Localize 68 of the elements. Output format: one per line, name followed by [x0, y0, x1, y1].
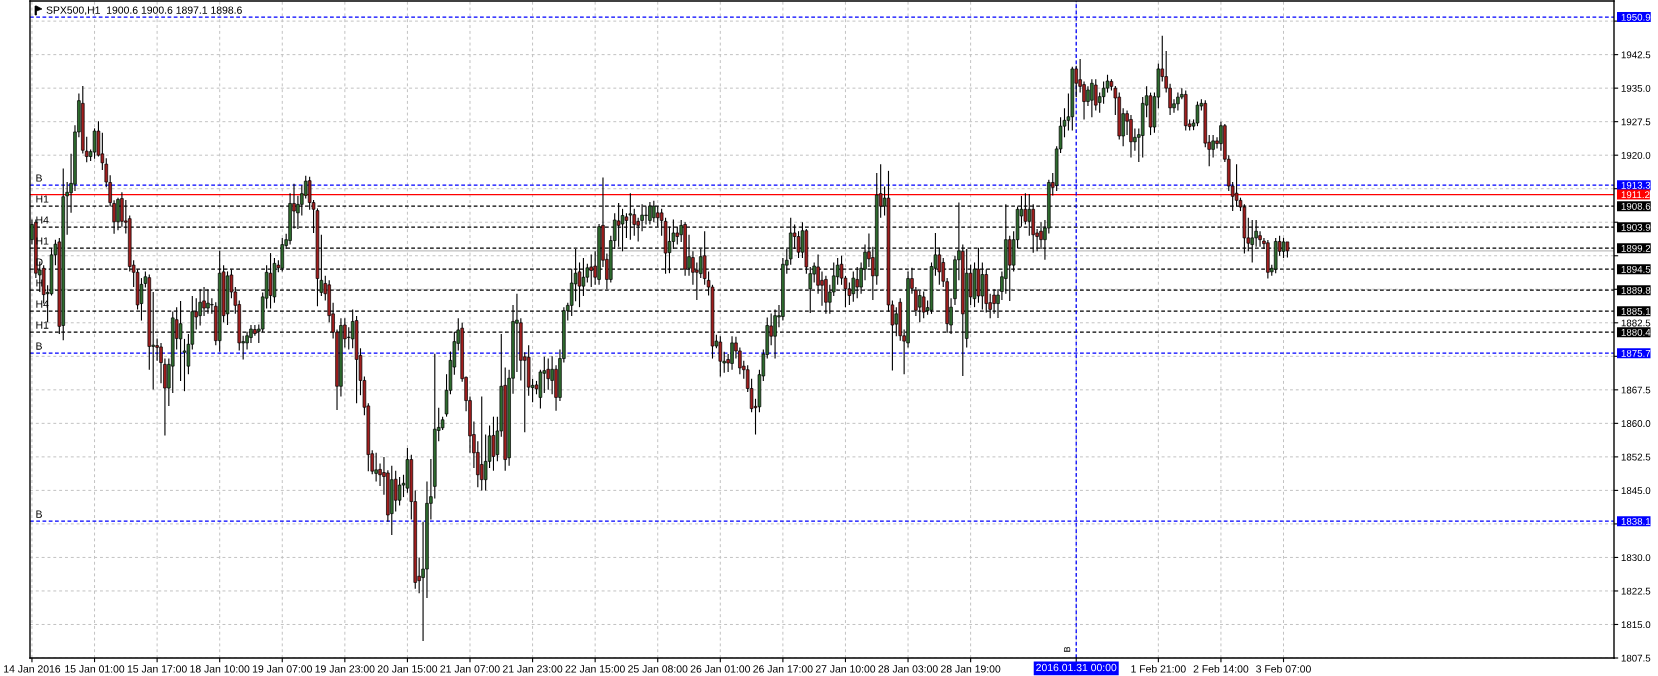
x-tick-label: 2 Feb 14:00: [1193, 664, 1249, 673]
ref-line-label: 1875.7: [1621, 349, 1651, 357]
annotation: H1: [36, 195, 49, 203]
candlestick: [644, 206, 648, 226]
candlestick: [550, 355, 554, 395]
candlestick: [730, 335, 734, 371]
ref-line-label: 1911.2: [1621, 191, 1650, 199]
candlestick: [546, 357, 550, 391]
ref-line-label: 1880.4: [1621, 328, 1651, 336]
y-tick-label: 1822.5: [1621, 587, 1651, 595]
x-tick-label: 2016.01.31 00:00: [1036, 663, 1117, 672]
y-tick-label: 1927.5: [1621, 118, 1651, 126]
candlestick: [718, 335, 723, 377]
ref-line-label: 1913.3: [1621, 181, 1651, 189]
chart-title: SPX500,H1 1900.6 1900.6 1897.1 1898.6: [46, 6, 242, 16]
ref-line-label: 1908.6: [1621, 202, 1651, 210]
x-tick-label: 25 Jan 08:00: [628, 665, 688, 673]
x-tick-label: 28 Jan 19:00: [941, 665, 1001, 673]
candlestick: [374, 452, 378, 483]
annotation: B: [1063, 646, 1071, 652]
ref-line-label: 1899.2: [1621, 244, 1651, 252]
x-tick-label: 22 Jan 15:00: [565, 665, 625, 673]
x-tick-label: 21 Jan 23:00: [502, 665, 563, 673]
x-tick-label: 18 Jan 10:00: [190, 665, 250, 673]
candlestick: [397, 476, 402, 507]
x-tick-label: 27 Jan 10:00: [815, 665, 876, 673]
candlestick: [393, 470, 398, 512]
candlestick: [1195, 101, 1200, 127]
candlestick: [699, 248, 703, 279]
ref-line-label: 1838.1: [1621, 517, 1651, 525]
x-tick-label: 28 Jan 03:00: [878, 665, 938, 673]
annotation: H4: [36, 216, 49, 224]
x-tick-label: 19 Jan 23:00: [315, 665, 375, 673]
annotation: B: [36, 510, 42, 518]
ref-line-label: 1885.1: [1621, 307, 1651, 315]
y-tick-label: 1942.5: [1621, 51, 1651, 59]
x-tick-label: 20 Jan 15:00: [377, 665, 438, 673]
y-tick-label: 1807.5: [1621, 654, 1651, 662]
x-tick-label: 15 Jan 01:00: [65, 665, 125, 673]
x-tick-label: 21 Jan 07:00: [440, 665, 500, 673]
annotation: B: [36, 342, 42, 350]
x-tick-label: 15 Jan 17:00: [127, 665, 187, 673]
candlestick: [1176, 92, 1180, 112]
x-tick-label: 3 Feb 07:00: [1256, 664, 1311, 673]
candlestick: [479, 395, 484, 491]
y-tick-label: 1920.0: [1621, 151, 1651, 159]
x-tick-label: 19 Jan 07:00: [252, 665, 312, 673]
candlestick: [1090, 78, 1094, 118]
annotation: B: [36, 174, 42, 182]
x-tick-label: 1 Feb 21:00: [1131, 664, 1186, 673]
y-tick-label: 1852.5: [1621, 453, 1651, 461]
y-tick-label: 1845.0: [1621, 487, 1651, 495]
x-tick-label: 26 Jan 01:00: [690, 665, 751, 673]
y-tick-label: 1882.5: [1621, 319, 1651, 327]
y-tick-label: 1830.0: [1621, 554, 1651, 562]
ref-line-label: 1894.5: [1621, 265, 1651, 273]
y-tick-label: 1860.0: [1621, 420, 1651, 427]
x-tick-label: 26 Jan 17:00: [753, 665, 813, 673]
y-tick-label: 1867.5: [1621, 386, 1651, 394]
ref-line-label: 1903.9: [1621, 223, 1651, 231]
y-tick-label: 1815.0: [1621, 621, 1651, 629]
annotation: H1: [36, 321, 49, 329]
ref-line-label: 1950.9: [1621, 13, 1651, 21]
candlestick: [589, 253, 593, 288]
ref-line-label: 1889.8: [1621, 286, 1651, 294]
candlestick: [1129, 114, 1133, 158]
x-tick-label: 14 Jan 2016: [4, 665, 61, 673]
y-tick-label: 1935.0: [1621, 84, 1651, 92]
